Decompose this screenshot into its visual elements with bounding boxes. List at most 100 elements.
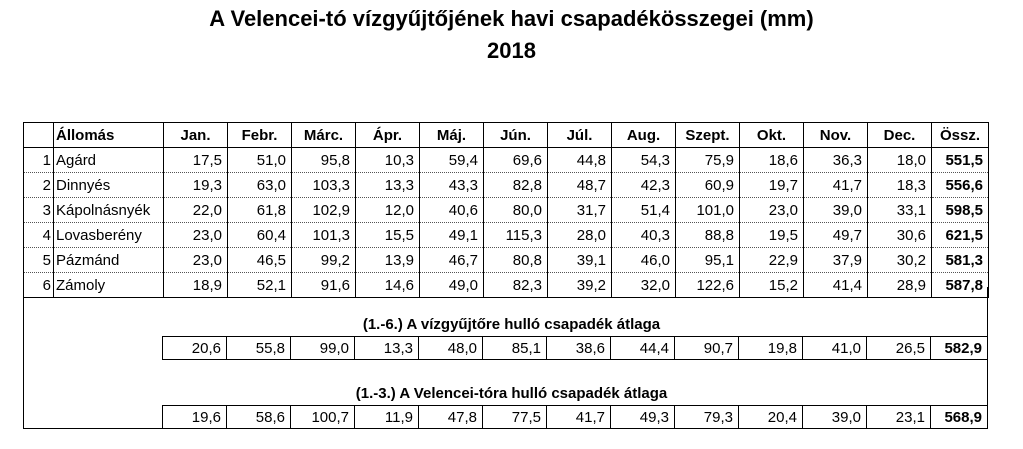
page-title: A Velencei-tó vízgyűjtőjének havi csapad…: [209, 6, 814, 31]
value-cell: 39,2: [547, 272, 612, 298]
value-cell: 23,0: [163, 222, 228, 248]
row-index: 2: [23, 172, 54, 198]
station-name: Agárd: [53, 147, 164, 173]
average-value-cell: 41,7: [546, 405, 611, 429]
average-value-cell: 55,8: [226, 336, 291, 360]
value-cell: 82,3: [483, 272, 548, 298]
total-cell: 598,5: [931, 197, 989, 223]
value-cell: 60,9: [675, 172, 740, 198]
value-cell: 49,0: [419, 272, 484, 298]
value-cell: 46,7: [419, 247, 484, 273]
column-header: Ápr.: [355, 122, 420, 148]
average-value-cell: 39,0: [802, 405, 867, 429]
column-header: Dec.: [867, 122, 932, 148]
average2-row: 19,6 58,6 100,7 11,9 47,8 77,5 41,7 49,3 79,3 20,…: [162, 405, 988, 429]
value-cell: 52,1: [227, 272, 292, 298]
value-cell: 40,3: [611, 222, 676, 248]
precipitation-table: Állomás Jan. Febr. Márc. Ápr. Máj. Jún. Júl. Aug…: [23, 122, 989, 298]
value-cell: 12,0: [355, 197, 420, 223]
value-cell: 23,0: [163, 247, 228, 273]
value-cell: 102,9: [291, 197, 356, 223]
table-row: 2 Dinnyés 19,3 63,0 103,3 13,3 43,3 82,8 48,7 42,…: [23, 172, 989, 198]
column-header: Állomás: [53, 122, 164, 148]
value-cell: 88,8: [675, 222, 740, 248]
column-header: Máj.: [419, 122, 484, 148]
row-index: 6: [23, 272, 54, 298]
average-value-cell: 77,5: [482, 405, 547, 429]
total-cell: 621,5: [931, 222, 989, 248]
value-cell: 69,6: [483, 147, 548, 173]
value-cell: 17,5: [163, 147, 228, 173]
average-value-cell: 58,6: [226, 405, 291, 429]
average-value-cell: 47,8: [418, 405, 483, 429]
station-name: Pázmánd: [53, 247, 164, 273]
value-cell: 63,0: [227, 172, 292, 198]
row-index: 5: [23, 247, 54, 273]
value-cell: 28,9: [867, 272, 932, 298]
value-cell: 39,0: [803, 197, 868, 223]
value-cell: 19,7: [739, 172, 804, 198]
average1-label: (1.-6.) A vízgyűjtőre hulló csapadék átl…: [362, 316, 661, 333]
total-cell: 587,8: [931, 272, 989, 298]
value-cell: 80,8: [483, 247, 548, 273]
column-header: Júl.: [547, 122, 612, 148]
value-cell: 30,6: [867, 222, 932, 248]
row-index: 1: [23, 147, 54, 173]
table-row: 6 Zámoly 18,9 52,1 91,6 14,6 49,0 82,3 39,2 32,0 1…: [23, 272, 989, 298]
column-header: Jún.: [483, 122, 548, 148]
value-cell: 48,7: [547, 172, 612, 198]
value-cell: 18,6: [739, 147, 804, 173]
average-value-cell: 79,3: [674, 405, 739, 429]
total-cell: 556,6: [931, 172, 989, 198]
value-cell: 31,7: [547, 197, 612, 223]
average-value-cell: 48,0: [418, 336, 483, 360]
value-cell: 13,3: [355, 172, 420, 198]
average-value-cell: 19,8: [738, 336, 803, 360]
value-cell: 54,3: [611, 147, 676, 173]
value-cell: 101,0: [675, 197, 740, 223]
column-header: Márc.: [291, 122, 356, 148]
table-row: 4 Lovasberény 23,0 60,4 101,3 15,5 49,1 115,3 28…: [23, 222, 989, 248]
average-total-cell: 582,9: [930, 336, 988, 360]
value-cell: 82,8: [483, 172, 548, 198]
total-cell: 551,5: [931, 147, 989, 173]
value-cell: 36,3: [803, 147, 868, 173]
value-cell: 43,3: [419, 172, 484, 198]
value-cell: 33,1: [867, 197, 932, 223]
value-cell: 101,3: [291, 222, 356, 248]
value-cell: 51,4: [611, 197, 676, 223]
value-cell: 51,0: [227, 147, 292, 173]
value-cell: 49,7: [803, 222, 868, 248]
value-cell: 19,5: [739, 222, 804, 248]
average-value-cell: 44,4: [610, 336, 675, 360]
value-cell: 103,3: [291, 172, 356, 198]
average-value-cell: 38,6: [546, 336, 611, 360]
table-row: 3 Kápolnásnyék 22,0 61,8 102,9 12,0 40,6 80,0 31…: [23, 197, 989, 223]
year-title: 2018: [487, 38, 536, 63]
column-header: Aug.: [611, 122, 676, 148]
row-index: 3: [23, 197, 54, 223]
column-header: [23, 122, 54, 148]
average-value-cell: 49,3: [610, 405, 675, 429]
average2-table: 19,6 58,6 100,7 11,9 47,8 77,5 41,7 49,3 79,3 20,…: [162, 405, 988, 429]
column-header: Össz.: [931, 122, 989, 148]
station-name: Dinnyés: [53, 172, 164, 198]
average-value-cell: 13,3: [354, 336, 419, 360]
value-cell: 39,1: [547, 247, 612, 273]
average-value-cell: 85,1: [482, 336, 547, 360]
column-header: Jan.: [163, 122, 228, 148]
total-cell: 581,3: [931, 247, 989, 273]
table-row: 5 Pázmánd 23,0 46,5 99,2 13,9 46,7 80,8 39,1 46,0…: [23, 247, 989, 273]
station-name: Kápolnásnyék: [53, 197, 164, 223]
value-cell: 13,9: [355, 247, 420, 273]
value-cell: 32,0: [611, 272, 676, 298]
value-cell: 122,6: [675, 272, 740, 298]
value-cell: 23,0: [739, 197, 804, 223]
average-value-cell: 19,6: [162, 405, 227, 429]
average-value-cell: 20,4: [738, 405, 803, 429]
value-cell: 75,9: [675, 147, 740, 173]
value-cell: 59,4: [419, 147, 484, 173]
row-index: 4: [23, 222, 54, 248]
average-value-cell: 26,5: [866, 336, 931, 360]
value-cell: 30,2: [867, 247, 932, 273]
